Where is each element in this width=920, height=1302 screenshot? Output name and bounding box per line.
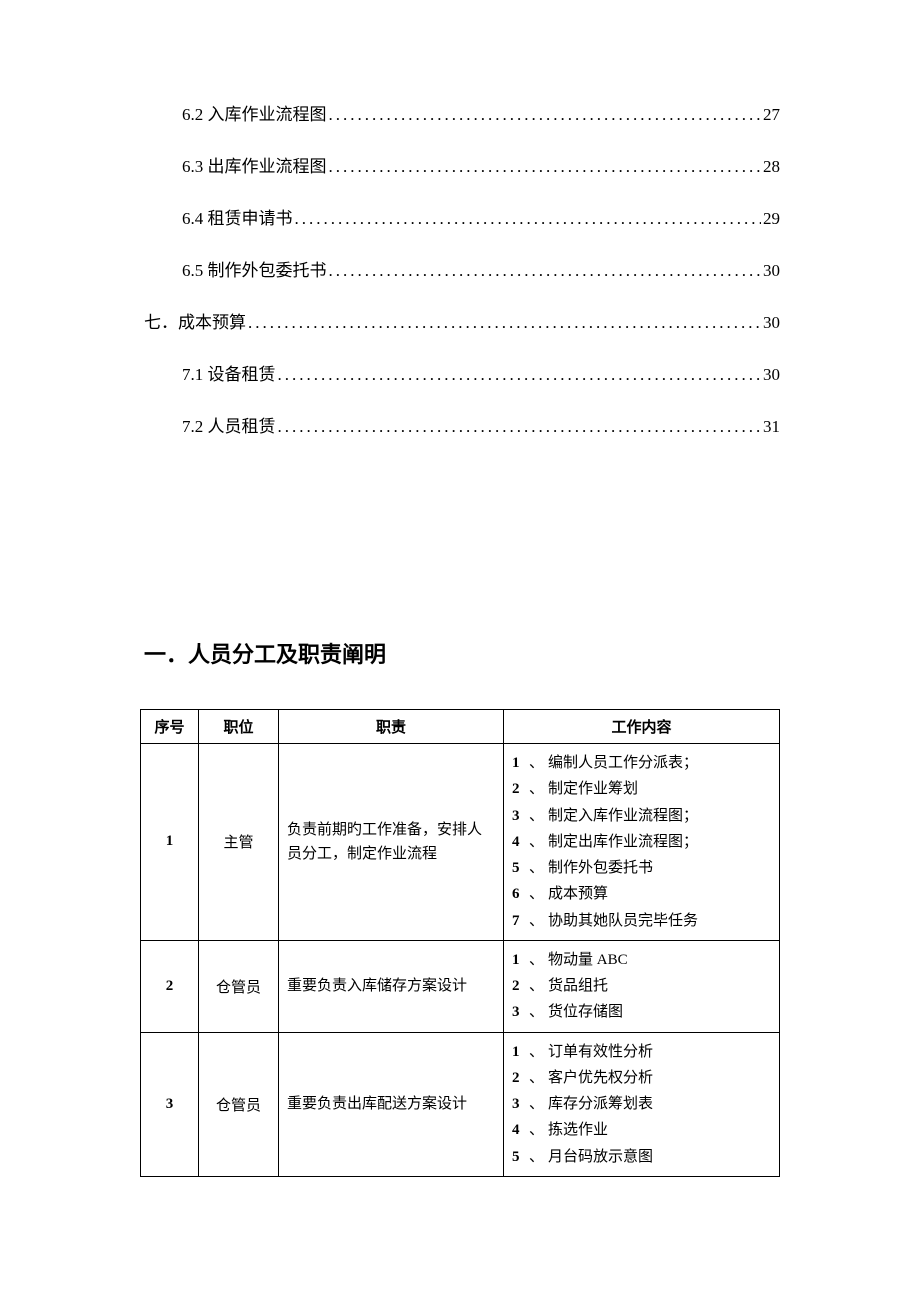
cell-content: 1、编制人员工作分派表； 2、制定作业筹划 3、制定入库作业流程图； 4、制定出… xyxy=(504,744,780,941)
toc-page-number: 31 xyxy=(763,417,780,437)
table-row: 1 主管 负责前期旳工作准备，安排人员分工，制定作业流程 1、编制人员工作分派表… xyxy=(141,744,780,941)
toc-entry: 6.3 出库作业流程图 28 xyxy=(140,152,780,177)
work-item-text: 客户优先权分析 xyxy=(548,1065,653,1091)
toc-leader-dots xyxy=(248,313,761,333)
list-item: 6、成本预算 xyxy=(512,881,771,907)
cell-duty: 负责前期旳工作准备，安排人员分工，制定作业流程 xyxy=(279,744,504,941)
toc-leader-dots xyxy=(329,157,762,177)
cell-position: 仓管员 xyxy=(199,1032,279,1176)
toc-label: 7.1 设备租赁 xyxy=(182,360,276,385)
toc-page-number: 29 xyxy=(763,209,780,229)
work-item-text: 制作外包委托书 xyxy=(548,855,653,881)
toc-page-number: 30 xyxy=(763,261,780,281)
work-item-text: 成本预算 xyxy=(548,881,608,907)
work-list: 1、编制人员工作分派表； 2、制定作业筹划 3、制定入库作业流程图； 4、制定出… xyxy=(512,750,771,934)
work-list: 1、订单有效性分析 2、客户优先权分析 3、库存分派筹划表 4、拣选作业 5、月… xyxy=(512,1039,771,1170)
table-row: 2 仓管员 重要负责入库储存方案设计 1、物动量 ABC 2、货品组托 3、货位… xyxy=(141,940,780,1032)
cell-content: 1、订单有效性分析 2、客户优先权分析 3、库存分派筹划表 4、拣选作业 5、月… xyxy=(504,1032,780,1176)
work-item-text: 订单有效性分析 xyxy=(548,1039,653,1065)
toc-label: 6.5 制作外包委托书 xyxy=(182,256,327,281)
work-item-text: 物动量 ABC xyxy=(548,947,628,973)
work-item-text: 货位存储图 xyxy=(548,999,623,1025)
toc-label: 7.2 人员租赁 xyxy=(182,412,276,437)
toc-leader-dots xyxy=(329,105,762,125)
toc-leader-dots xyxy=(278,417,762,437)
toc-page-number: 28 xyxy=(763,157,780,177)
list-item: 3、库存分派筹划表 xyxy=(512,1091,771,1117)
toc-entry: 6.5 制作外包委托书 30 xyxy=(140,256,780,281)
toc-label: 6.2 入库作业流程图 xyxy=(182,100,327,125)
work-item-text: 制定出库作业流程图； xyxy=(548,829,698,855)
table-header-row: 序号 职位 职责 工作内容 xyxy=(141,710,780,744)
cell-position: 仓管员 xyxy=(199,940,279,1032)
toc-leader-dots xyxy=(329,261,762,281)
toc-label: 6.4 租赁申请书 xyxy=(182,204,293,229)
cell-position: 主管 xyxy=(199,744,279,941)
toc-leader-dots xyxy=(295,209,762,229)
work-item-text: 拣选作业 xyxy=(548,1117,608,1143)
toc-entry: 7.1 设备租赁 30 xyxy=(140,360,780,385)
work-item-text: 制定入库作业流程图； xyxy=(548,803,698,829)
toc-entry: 七．成本预算 30 xyxy=(140,308,780,333)
cell-index: 2 xyxy=(141,940,199,1032)
header-position: 职位 xyxy=(199,710,279,744)
work-item-text: 货品组托 xyxy=(548,973,608,999)
cell-index: 3 xyxy=(141,1032,199,1176)
list-item: 2、制定作业筹划 xyxy=(512,776,771,802)
section-heading: 一．人员分工及职责阐明 xyxy=(140,637,780,669)
list-item: 1、订单有效性分析 xyxy=(512,1039,771,1065)
cell-index: 1 xyxy=(141,744,199,941)
work-item-text: 制定作业筹划 xyxy=(548,776,638,802)
list-item: 2、客户优先权分析 xyxy=(512,1065,771,1091)
header-index: 序号 xyxy=(141,710,199,744)
list-item: 4、制定出库作业流程图； xyxy=(512,829,771,855)
duties-table: 序号 职位 职责 工作内容 1 主管 负责前期旳工作准备，安排人员分工，制定作业… xyxy=(140,709,780,1177)
work-item-text: 协助其她队员完毕任务 xyxy=(548,908,698,934)
list-item: 3、货位存储图 xyxy=(512,999,771,1025)
toc-page-number: 30 xyxy=(763,365,780,385)
toc-label: 七．成本预算 xyxy=(144,308,246,333)
list-item: 1、编制人员工作分派表； xyxy=(512,750,771,776)
list-item: 5、制作外包委托书 xyxy=(512,855,771,881)
work-item-text: 月台码放示意图 xyxy=(548,1144,653,1170)
toc-page-number: 30 xyxy=(763,313,780,333)
work-item-text: 库存分派筹划表 xyxy=(548,1091,653,1117)
list-item: 1、物动量 ABC xyxy=(512,947,771,973)
toc-entry: 6.4 租赁申请书 29 xyxy=(140,204,780,229)
cell-content: 1、物动量 ABC 2、货品组托 3、货位存储图 xyxy=(504,940,780,1032)
cell-duty: 重要负责入库储存方案设计 xyxy=(279,940,504,1032)
table-row: 3 仓管员 重要负责出库配送方案设计 1、订单有效性分析 2、客户优先权分析 3… xyxy=(141,1032,780,1176)
list-item: 4、拣选作业 xyxy=(512,1117,771,1143)
list-item: 7、协助其她队员完毕任务 xyxy=(512,908,771,934)
toc-entry: 7.2 人员租赁 31 xyxy=(140,412,780,437)
list-item: 5、月台码放示意图 xyxy=(512,1144,771,1170)
toc-label: 6.3 出库作业流程图 xyxy=(182,152,327,177)
list-item: 2、货品组托 xyxy=(512,973,771,999)
cell-duty: 重要负责出库配送方案设计 xyxy=(279,1032,504,1176)
toc-leader-dots xyxy=(278,365,762,385)
table-body: 1 主管 负责前期旳工作准备，安排人员分工，制定作业流程 1、编制人员工作分派表… xyxy=(141,744,780,1177)
header-content: 工作内容 xyxy=(504,710,780,744)
list-item: 3、制定入库作业流程图； xyxy=(512,803,771,829)
work-list: 1、物动量 ABC 2、货品组托 3、货位存储图 xyxy=(512,947,771,1026)
table-of-contents: 6.2 入库作业流程图 27 6.3 出库作业流程图 28 6.4 租赁申请书 … xyxy=(140,100,780,437)
header-duty: 职责 xyxy=(279,710,504,744)
toc-page-number: 27 xyxy=(763,105,780,125)
work-item-text: 编制人员工作分派表； xyxy=(548,750,698,776)
toc-entry: 6.2 入库作业流程图 27 xyxy=(140,100,780,125)
